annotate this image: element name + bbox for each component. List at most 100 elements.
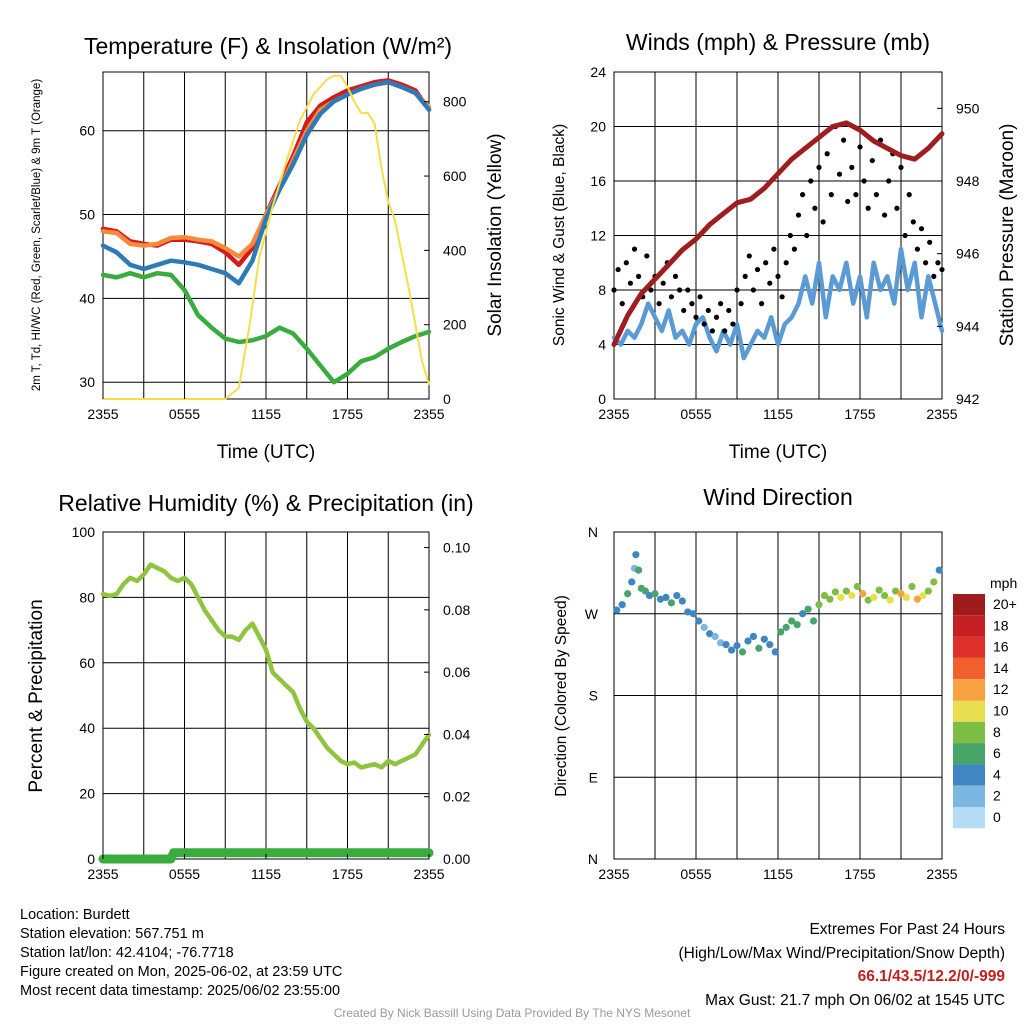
direction-point — [870, 593, 878, 602]
y-tick-label: 16 — [590, 173, 606, 189]
direction-point — [875, 586, 883, 594]
y-tick-label: 20 — [590, 119, 606, 135]
y-tick-label: 60 — [79, 655, 95, 671]
gust-point — [627, 280, 634, 286]
direction-point — [628, 578, 636, 586]
direction-point — [624, 590, 632, 598]
direction-point — [771, 648, 779, 656]
legend-label: 6 — [993, 745, 1001, 761]
direction-point — [809, 617, 818, 625]
direction-point — [700, 623, 708, 631]
x-tick-label: 0555 — [680, 866, 711, 882]
temperature-panel-title: Temperature (F) & Insolation (W/m²) — [84, 33, 452, 59]
gust-point — [771, 246, 777, 252]
y-tick-label: 100 — [72, 524, 96, 540]
gust-point — [648, 287, 654, 293]
series-line-hi-wc — [100, 79, 432, 286]
y2-tick-label: 942 — [956, 391, 980, 407]
winds-panel-title: Winds (mph) & Pressure (mb) — [626, 29, 930, 55]
series-line-rh — [100, 562, 432, 770]
legend-swatch — [953, 807, 985, 829]
gust-point — [853, 192, 859, 198]
direction-point — [919, 591, 927, 600]
gust-point — [623, 260, 629, 266]
gust-point — [775, 273, 781, 279]
x-tick-label: 0555 — [169, 406, 200, 422]
direction-point — [678, 597, 686, 605]
gust-point — [845, 198, 851, 205]
gust-point — [902, 232, 908, 239]
humidity-panel-title: Relative Humidity (%) & Precipitation (i… — [58, 490, 473, 516]
y-tick-label: 8 — [598, 282, 606, 298]
direction-point — [777, 628, 785, 636]
legend-label: 18 — [993, 617, 1009, 633]
legend-label: 14 — [993, 660, 1009, 676]
legend-title: mph — [990, 575, 1017, 591]
gust-point — [882, 212, 888, 218]
gust-point — [705, 307, 711, 314]
gust-point — [677, 287, 683, 293]
series-line-sonic-wind — [611, 246, 945, 361]
y-tick-label: W — [585, 606, 599, 622]
gust-point — [611, 287, 617, 293]
x-tick-label: 1755 — [844, 866, 875, 882]
direction-point — [881, 591, 889, 600]
direction-point — [820, 591, 829, 600]
gust-point — [841, 137, 847, 143]
direction-point — [924, 587, 932, 595]
gust-point — [750, 287, 757, 293]
direction-point — [744, 637, 752, 645]
gust-point — [804, 232, 810, 239]
gust-point — [939, 266, 945, 273]
gust-point — [713, 314, 720, 320]
direction-point — [804, 605, 812, 613]
gust-point — [824, 151, 830, 157]
direction-point — [656, 595, 665, 603]
direction-point — [799, 610, 807, 618]
direction-point — [826, 595, 834, 603]
gust-point — [668, 294, 675, 300]
direction-point — [651, 590, 659, 598]
gust-point — [886, 178, 892, 184]
x-tick-label: 2355 — [598, 866, 629, 882]
y2-tick-label: 200 — [443, 317, 467, 333]
wind-direction-panel: Wind Direction 2355 0555 1155 1755 2355NESWN… — [553, 484, 1017, 882]
extremes-subtitle: (High/Low/Max Wind/Precipitation/Snow De… — [678, 944, 1006, 962]
y-tick-label: 40 — [79, 720, 95, 736]
extremes-title: Extremes For Past 24 Hours — [809, 921, 1005, 938]
pressure-y-axis-label: Station Pressure (Maroon) — [997, 124, 1018, 347]
wind-direction-points — [613, 551, 943, 656]
direction-point — [618, 601, 626, 609]
direction-point — [897, 590, 905, 598]
direction-point — [711, 632, 719, 641]
series-line-pressure — [611, 120, 945, 347]
extremes-box: Extremes For Past 24 Hours (High/Low/Max… — [679, 918, 1006, 1012]
direction-point — [788, 617, 796, 625]
gust-point — [820, 219, 826, 225]
gust-point — [816, 164, 822, 170]
station-latlon: Station lat/lon: 42.4104; -76.7718 — [20, 945, 234, 961]
legend-label: 20+ — [993, 596, 1017, 612]
gust-point — [865, 205, 871, 211]
gust-point — [923, 260, 929, 266]
gust-point — [849, 164, 855, 170]
x-tick-label: 1155 — [763, 406, 793, 422]
gust-point — [742, 273, 748, 279]
humidity-panel: Relative Humidity (%) & Precipitation (i… — [26, 490, 474, 882]
x-tick-label: 1155 — [251, 866, 281, 882]
direction-point — [738, 648, 747, 656]
x-tick-label: 2355 — [413, 866, 444, 882]
direction-point — [613, 606, 621, 614]
x-tick-label: 1755 — [332, 866, 363, 882]
series-line-solar — [102, 74, 430, 400]
gust-point — [927, 239, 933, 245]
legend-swatch — [953, 721, 985, 744]
figure-created: Figure created on Mon, 2025-06-02, at 23… — [20, 964, 343, 980]
winds-ticks: 2355 0555 1155 1755 235504812162024942944946… — [590, 64, 979, 422]
y-tick-label: 60 — [79, 123, 95, 139]
gust-point — [910, 219, 916, 225]
y2-tick-label: 0.06 — [443, 664, 470, 680]
direction-point — [645, 591, 654, 600]
footer-credit: Created By Nick Bassill Using Data Provi… — [333, 1006, 691, 1020]
